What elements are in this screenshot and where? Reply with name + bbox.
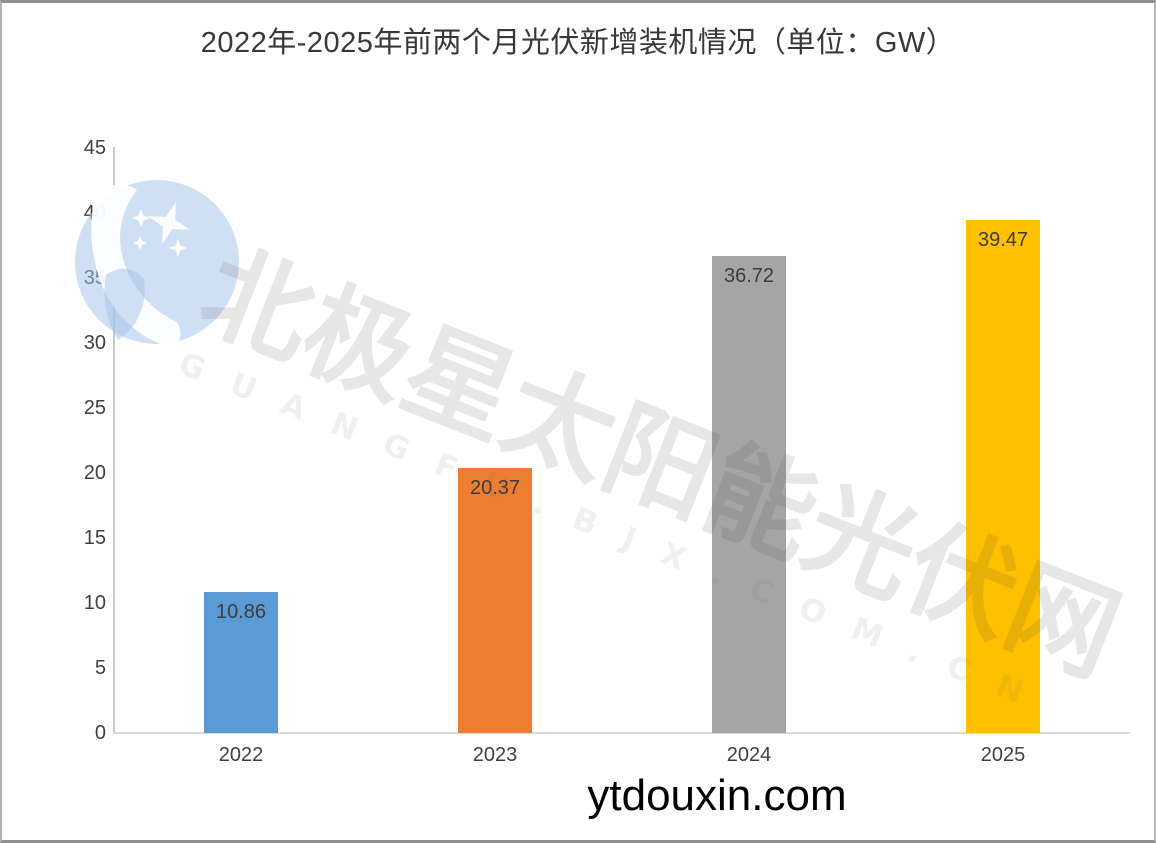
watermark-en-text: GUANGFU.BJX.COM.CN	[173, 345, 1056, 722]
logo-stars	[132, 202, 190, 257]
chart-title: 2022年-2025年前两个月光伏新增装机情况（单位：GW）	[200, 27, 956, 59]
bar-2022: 10.86	[204, 592, 278, 733]
y-tick-label: 40	[83, 202, 106, 224]
star-icon-small-2	[133, 236, 147, 250]
y-axis-line	[113, 147, 115, 734]
site-watermark-text: ytdouxin.com	[587, 771, 847, 820]
bar-value-label: 39.47	[977, 229, 1029, 251]
star-icon-small-1	[132, 209, 150, 227]
x-category-label: 2025	[980, 744, 1026, 766]
y-tick-label: 10	[83, 592, 106, 614]
x-axis-line	[114, 732, 1130, 734]
bar-value-label: 10.86	[215, 601, 267, 623]
y-tick-label: 45	[83, 137, 106, 159]
logo-petal	[104, 268, 145, 340]
y-tick-label: 5	[94, 657, 106, 679]
x-category-label: 2022	[218, 744, 264, 766]
bar-2025: 39.47	[966, 220, 1040, 733]
bar-2023: 20.37	[458, 468, 532, 733]
bar-value-label: 36.72	[723, 265, 775, 287]
y-tick-label: 20	[83, 462, 106, 484]
x-category-label: 2023	[472, 744, 518, 766]
y-tick-label: 0	[94, 722, 106, 744]
y-tick-label: 35	[83, 267, 106, 289]
y-tick-label: 30	[83, 332, 106, 354]
y-tick-label: 15	[83, 527, 106, 549]
star-icon-large	[148, 202, 190, 244]
star-icon-small-3	[169, 239, 187, 257]
bar-2024: 36.72	[712, 256, 786, 733]
bar-value-label: 20.37	[469, 477, 521, 499]
x-category-label: 2024	[726, 744, 772, 766]
y-tick-label: 25	[83, 397, 106, 419]
